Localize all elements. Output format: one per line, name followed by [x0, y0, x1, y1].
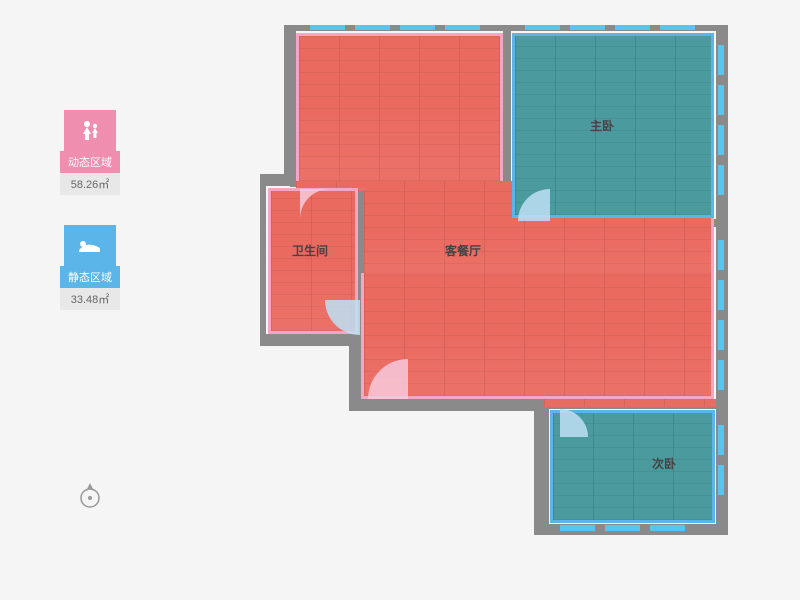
legend-dynamic-label: 动态区域 — [60, 151, 120, 173]
room-second-bedroom — [550, 410, 715, 523]
legend-static-value: 33.48㎡ — [60, 288, 120, 310]
room-living — [296, 33, 503, 181]
legend-dynamic-value: 58.26㎡ — [60, 173, 120, 195]
sleep-icon — [76, 236, 104, 256]
legend-dynamic-icon-box — [64, 110, 116, 152]
people-icon — [77, 118, 103, 144]
room-living-lower — [361, 273, 714, 399]
room-living-tab — [544, 399, 716, 407]
legend-static-label: 静态区域 — [60, 266, 120, 288]
legend-dynamic: 动态区域 58.26㎡ — [60, 110, 120, 195]
legend-static: 静态区域 33.48㎡ — [60, 225, 120, 310]
label-living: 客餐厅 — [445, 242, 481, 259]
legend-panel: 动态区域 58.26㎡ 静态区域 33.48㎡ — [60, 110, 120, 340]
compass-icon — [75, 480, 105, 510]
label-master: 主卧 — [590, 117, 614, 134]
floor-plan: 客餐厅 卫生间 主卧 次卧 — [260, 25, 730, 535]
legend-static-icon-box — [64, 225, 116, 267]
room-bathroom — [268, 188, 358, 334]
label-second: 次卧 — [652, 455, 676, 472]
label-bathroom: 卫生间 — [292, 242, 328, 259]
